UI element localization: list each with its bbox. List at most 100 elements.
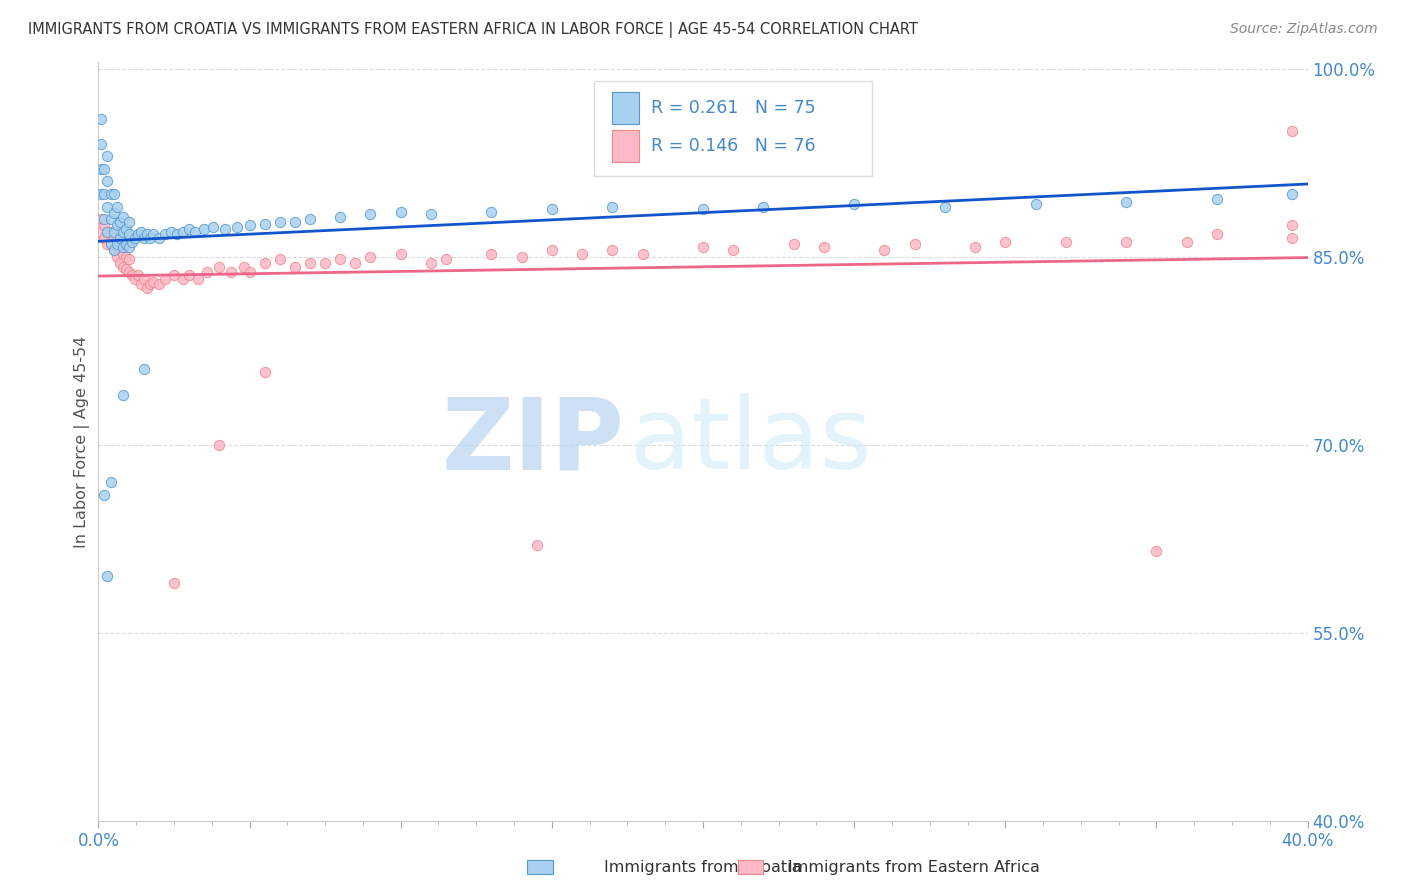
Point [114,237,136,252]
Point [193,222,215,236]
Point [187,272,209,286]
Point [873,244,896,258]
Point [602,200,624,214]
Bar [613,130,638,161]
FancyBboxPatch shape [595,81,872,177]
Point [103,206,125,220]
Point [269,252,291,267]
Point [148,231,170,245]
Point [118,214,141,228]
Point [389,204,412,219]
Point [166,227,188,241]
Point [118,252,141,267]
Point [934,200,956,214]
Point [90,187,112,202]
Point [96,569,118,583]
Point [314,256,336,270]
Point [163,268,186,283]
Point [93,161,115,176]
Point [127,268,149,283]
Point [360,207,382,221]
Point [481,247,503,261]
Text: R = 0.261   N = 75: R = 0.261 N = 75 [651,99,815,117]
Point [1281,219,1303,233]
Point [90,136,112,151]
Point [96,225,118,239]
Point [129,277,152,292]
Point [96,200,118,214]
Point [253,256,276,270]
Point [105,237,128,252]
Point [526,538,548,552]
Point [111,240,134,254]
Point [93,187,115,202]
Point [96,237,118,252]
Point [93,488,115,502]
Text: IMMIGRANTS FROM CROATIA VS IMMIGRANTS FROM EASTERN AFRICA IN LABOR FORCE | AGE 4: IMMIGRANTS FROM CROATIA VS IMMIGRANTS FR… [28,22,918,38]
Text: R = 0.146   N = 76: R = 0.146 N = 76 [651,136,815,155]
Point [93,231,115,245]
Point [1206,227,1229,241]
Point [299,212,322,227]
Point [108,231,131,245]
Point [108,214,131,228]
Point [90,212,112,227]
Point [631,247,654,261]
Point [1144,544,1167,558]
Point [239,265,262,279]
Point [179,268,201,283]
Point [100,475,122,490]
Point [142,275,165,289]
Point [108,244,131,258]
Point [100,237,122,252]
Point [105,240,128,254]
Point [160,225,183,239]
Point [111,260,134,274]
Point [1206,192,1229,206]
Point [127,227,149,241]
Point [105,250,128,264]
Point [96,174,118,188]
Point [299,256,322,270]
Point [208,260,231,274]
Point [103,187,125,202]
Point [172,225,194,239]
Point [100,225,122,239]
Text: Immigrants from Eastern Africa: Immigrants from Eastern Africa [787,860,1040,874]
Point [329,252,352,267]
Point [103,244,125,258]
Point [100,187,122,202]
Point [96,149,118,163]
Point [420,207,443,221]
Point [434,252,457,267]
Point [195,265,218,279]
Point [142,227,165,241]
Point [132,362,155,376]
Point [571,247,593,261]
Point [111,225,134,239]
Bar [613,92,638,124]
Point [108,256,131,270]
Point [723,244,745,258]
Point [692,202,714,216]
Point [96,225,118,239]
Point [139,277,162,292]
Point [540,244,562,258]
Point [1281,187,1303,202]
Point [114,222,136,236]
Point [239,219,262,233]
Point [253,365,276,379]
Point [139,231,162,245]
Point [783,237,806,252]
Point [1175,235,1198,249]
Point [1281,124,1303,138]
Point [253,217,276,231]
Point [752,200,775,214]
Point [105,219,128,233]
Point [172,272,194,286]
Point [100,237,122,252]
Point [602,244,624,258]
Point [132,272,155,286]
Point [226,219,249,234]
Point [389,247,412,261]
